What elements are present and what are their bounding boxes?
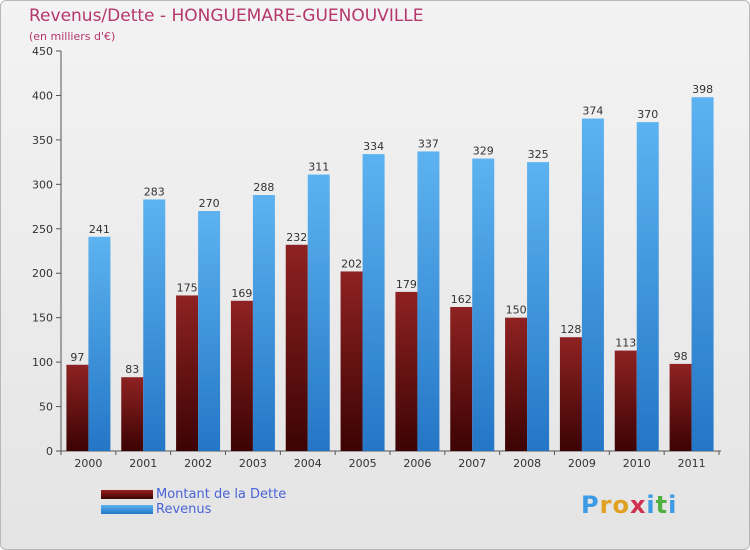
data-label-revenus-2001: 283: [144, 185, 165, 198]
data-label-revenus-2005: 334: [363, 140, 384, 153]
y-tick-label: 300: [32, 178, 53, 191]
bar-revenus-2008: [527, 162, 550, 451]
y-tick-label: 0: [46, 445, 53, 458]
x-tick-label: 2011: [678, 457, 706, 470]
data-label-dette-2003: 169: [231, 287, 252, 300]
bar-dette-2009: [559, 337, 582, 451]
bar-revenus-2002: [198, 211, 221, 451]
data-label-dette-2000: 97: [70, 351, 84, 364]
bar-revenus-2004: [307, 174, 330, 452]
x-tick-label: 2001: [129, 457, 157, 470]
data-label-dette-2002: 175: [177, 281, 198, 294]
data-label-revenus-2000: 241: [89, 223, 110, 236]
logo-letter: r: [599, 491, 613, 519]
x-tick-label: 2005: [349, 457, 377, 470]
data-label-revenus-2008: 325: [528, 148, 549, 161]
data-label-revenus-2007: 329: [473, 145, 494, 158]
x-tick-label: 2007: [458, 457, 486, 470]
bar-revenus-2003: [252, 195, 275, 451]
logo-letter: x: [629, 491, 647, 519]
data-label-dette-2004: 232: [286, 231, 307, 244]
bar-revenus-2009: [581, 118, 604, 452]
bar-revenus-2010: [636, 122, 659, 451]
data-label-revenus-2011: 398: [692, 83, 713, 96]
legend-swatch-revenus: [101, 505, 153, 514]
x-tick-label: 2010: [623, 457, 651, 470]
y-tick-label: 250: [32, 223, 53, 236]
y-tick-label: 50: [39, 401, 53, 414]
logo-letter: i: [646, 491, 656, 519]
data-label-revenus-2006: 337: [418, 137, 439, 150]
bar-revenus-2005: [362, 154, 385, 451]
logo-letter: i: [668, 491, 678, 519]
bar-dette-2002: [176, 295, 199, 451]
bar-revenus-2006: [417, 151, 440, 451]
y-tick-label: 400: [32, 89, 53, 102]
legend-label-dette: Montant de la Dette: [156, 487, 287, 502]
bar-dette-2011: [669, 363, 692, 451]
bar-revenus-2001: [143, 199, 166, 451]
chart-title: Revenus/Dette - HONGUEMARE-GUENOUVILLE: [29, 6, 424, 26]
proxiti-logo: Proxiti: [581, 491, 677, 519]
bar-dette-2008: [505, 317, 528, 451]
x-tick-label: 2000: [74, 457, 102, 470]
chart-subtitle: (en milliers d'€): [29, 30, 116, 43]
data-label-dette-2010: 113: [615, 337, 636, 350]
x-tick-label: 2002: [184, 457, 212, 470]
bar-dette-2010: [614, 350, 637, 451]
bar-revenus-2007: [472, 158, 495, 452]
x-tick-label: 2003: [239, 457, 267, 470]
x-tick-label: 2009: [568, 457, 596, 470]
bar-dette-2006: [395, 291, 418, 451]
bar-dette-2000: [66, 364, 89, 451]
x-tick-label: 2006: [403, 457, 431, 470]
data-label-revenus-2010: 370: [637, 108, 658, 121]
data-label-revenus-2003: 288: [253, 181, 274, 194]
bar-revenus-2000: [88, 236, 111, 451]
bar-dette-2005: [340, 271, 363, 451]
data-label-dette-2007: 162: [451, 293, 472, 306]
bar-dette-2007: [450, 307, 473, 451]
logo-letter: t: [655, 491, 669, 519]
data-label-revenus-2009: 374: [582, 105, 603, 118]
bar-dette-2001: [121, 377, 144, 451]
data-label-revenus-2002: 270: [199, 197, 220, 210]
data-label-dette-2009: 128: [560, 323, 581, 336]
legend-label-revenus: Revenus: [156, 502, 212, 517]
x-tick-label: 2004: [294, 457, 322, 470]
bar-dette-2003: [230, 300, 253, 451]
logo-letter: o: [612, 491, 630, 519]
bar-revenus-2011: [691, 97, 714, 451]
data-label-dette-2011: 98: [674, 350, 688, 363]
y-tick-label: 100: [32, 356, 53, 369]
y-tick-label: 450: [32, 45, 53, 58]
data-label-dette-2005: 202: [341, 257, 362, 270]
x-tick-label: 2008: [513, 457, 541, 470]
logo-letter: P: [581, 491, 600, 519]
data-label-revenus-2004: 311: [308, 161, 329, 174]
y-tick-label: 350: [32, 134, 53, 147]
y-tick-label: 150: [32, 312, 53, 325]
bar-dette-2004: [285, 244, 308, 451]
legend-swatch-dette: [101, 490, 153, 499]
data-label-dette-2008: 150: [506, 304, 527, 317]
data-label-dette-2006: 179: [396, 278, 417, 291]
y-tick-label: 200: [32, 267, 53, 280]
data-label-dette-2001: 83: [125, 363, 139, 376]
